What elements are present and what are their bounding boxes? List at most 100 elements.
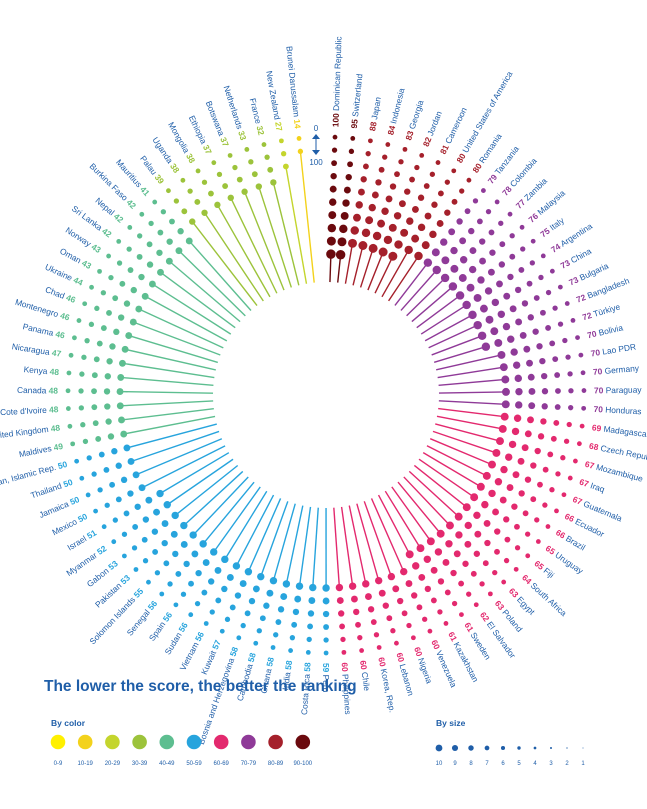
score-dot: [331, 147, 338, 153]
score-dot: [500, 412, 509, 421]
score-dot: [253, 640, 259, 646]
score-dot: [95, 436, 102, 442]
score-dot: [267, 166, 274, 173]
score-value: 47: [51, 347, 62, 358]
score-dot: [581, 405, 587, 411]
score-dot: [282, 163, 289, 170]
score-dot: [533, 295, 540, 301]
country-name: Palau: [138, 154, 159, 177]
country-name: South Africa: [529, 580, 569, 618]
score-dot: [226, 574, 234, 581]
score-dot: [542, 466, 549, 473]
score-value: 82: [421, 135, 434, 148]
score-dot: [567, 371, 573, 377]
score-dot: [195, 569, 202, 577]
scale-top-label: 0: [314, 124, 319, 133]
country-name: Madagascar: [603, 424, 647, 440]
score-dot: [294, 595, 302, 603]
spoke-line: [120, 390, 214, 394]
score-dot: [216, 171, 223, 178]
score-dot: [432, 265, 441, 275]
spoke-line: [243, 191, 285, 291]
score-dot: [498, 261, 506, 268]
score-dot: [522, 510, 529, 517]
legend-color-swatch: [241, 734, 256, 750]
score-dot: [578, 352, 584, 358]
score-dot: [476, 482, 485, 491]
score-value: 50: [57, 459, 69, 471]
score-dot: [494, 199, 500, 205]
score-dot: [528, 402, 536, 410]
country-name: Germany: [604, 363, 640, 376]
score-dot: [358, 241, 368, 250]
score-dot: [431, 201, 438, 208]
score-dot: [232, 164, 238, 171]
score-dot: [482, 560, 489, 567]
score-dot: [537, 433, 545, 440]
score-dot: [518, 490, 525, 497]
score-dot: [418, 573, 426, 581]
score-dot: [97, 268, 102, 274]
score-dot: [289, 635, 296, 641]
score-dot: [496, 280, 503, 288]
score-dot: [414, 251, 423, 261]
country-name: Dominican Republic: [331, 36, 344, 111]
legend-size-label: 1: [581, 761, 585, 767]
score-dot: [295, 582, 304, 590]
legend-color-swatch: [105, 734, 120, 750]
score-dot: [367, 606, 375, 613]
score-dot: [448, 228, 456, 236]
legend-color-swatch: [295, 734, 311, 750]
country-name: United Kingdom: [0, 424, 49, 441]
score-dot: [78, 405, 84, 411]
score-value: 37: [201, 143, 214, 156]
score-dot: [555, 471, 561, 477]
spoke-line: [436, 415, 503, 430]
score-dot: [410, 635, 416, 641]
score-dot: [554, 372, 561, 378]
score-value: 70: [594, 385, 604, 395]
scale-arrow-up-icon: [312, 134, 320, 139]
score-dot: [402, 146, 408, 152]
country-name: Netherlands: [222, 84, 245, 130]
country-label: 60 Lebanon: [394, 651, 416, 697]
legend-color-label: 0-9: [54, 761, 63, 767]
score-dot: [331, 160, 338, 167]
country-spoke: Chad 46: [44, 284, 221, 356]
score-value: 42: [125, 197, 139, 211]
spoke-line: [141, 445, 226, 489]
score-dot: [565, 354, 571, 360]
score-dot: [160, 209, 167, 215]
score-dot: [86, 455, 92, 461]
score-dot: [91, 372, 98, 379]
score-dot: [377, 219, 386, 228]
score-dot: [453, 550, 461, 558]
score-dot: [359, 648, 365, 653]
score-dot: [339, 623, 346, 630]
score-dot: [494, 338, 503, 347]
score-dot: [256, 628, 262, 634]
spoke-line: [124, 348, 216, 371]
legend-color-label: 40-49: [159, 761, 175, 767]
score-dot: [537, 481, 543, 488]
score-dot: [201, 589, 208, 596]
score-dot: [120, 430, 128, 438]
score-dot: [484, 287, 493, 295]
legend-size: 10 9 8 7 6 5 4 3 2 1: [435, 744, 585, 767]
spoke-line: [122, 362, 215, 379]
score-dot: [175, 247, 183, 255]
score-value: 88: [367, 121, 379, 132]
score-dot: [459, 256, 468, 264]
spoke-line: [413, 464, 468, 508]
score-dot: [93, 356, 100, 363]
score-dot: [498, 220, 504, 226]
score-dot: [481, 342, 491, 351]
country-label: Costa Rica 58: [299, 662, 313, 716]
score-dot: [92, 420, 99, 427]
score-dot: [151, 528, 159, 535]
score-value: 56: [193, 630, 206, 643]
country-name: Bolivia: [598, 322, 625, 337]
legend-size-dot: [484, 745, 490, 751]
score-dot: [417, 194, 425, 201]
score-dot: [541, 403, 548, 410]
